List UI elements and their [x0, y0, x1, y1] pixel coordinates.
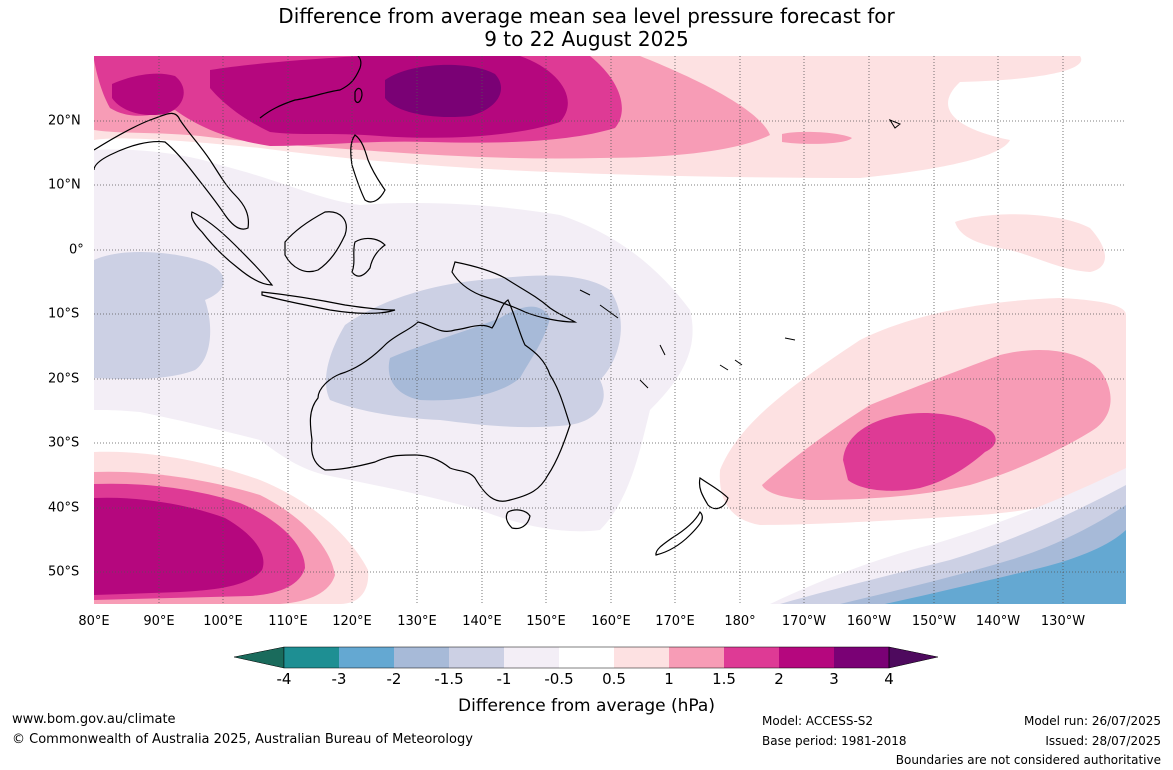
boundaries-disclaimer: Boundaries are not considered authoritat…: [895, 753, 1161, 767]
lon-tick: 180°: [724, 614, 756, 629]
coastline-new-zealand-south: [655, 510, 703, 556]
colorbar-label: 1.5: [712, 670, 736, 688]
colorbar-label: 0.5: [602, 670, 626, 688]
coastline-asia: [94, 56, 362, 230]
coastline-philippines: [350, 134, 386, 203]
lon-tick: 80°E: [78, 614, 110, 629]
lat-tick: 50°S: [48, 564, 80, 580]
lon-tick: 170°W: [781, 614, 827, 629]
lon-tick: 150°W: [911, 614, 957, 629]
anomaly-se-15: [843, 413, 996, 491]
model-run-date: Model run: 26/07/2025: [1023, 714, 1161, 728]
coastline-new-zealand-north: [698, 476, 729, 510]
coastline-taiwan: [354, 87, 363, 104]
lon-tick: 140°E: [462, 614, 502, 629]
coastline-pacific-islands: [579, 118, 901, 389]
colorbar-label: -2: [386, 670, 402, 688]
map-title: Difference from average mean sea level p…: [0, 5, 1173, 51]
lat-tick: 10°S: [48, 306, 80, 322]
anomaly-sw-2: [94, 497, 264, 595]
coastline-java: [261, 291, 396, 314]
website-link[interactable]: www.bom.gov.au/climate: [12, 712, 176, 727]
colorbar-label: 1: [664, 670, 674, 688]
model-name: Model: ACCESS-S2: [762, 714, 874, 728]
title-line-1: Difference from average mean sea level p…: [278, 4, 895, 28]
colorbar-label: -0.5: [544, 670, 574, 688]
coastline-australia: [309, 299, 571, 502]
anomaly-north-4: [385, 64, 502, 118]
anomaly-eq-east: [955, 214, 1105, 272]
anomaly-north-east: [782, 131, 852, 144]
lat-tick: 20°N: [48, 113, 81, 129]
coastline-sulawesi: [351, 237, 386, 277]
base-period: Base period: 1981-2018: [762, 734, 907, 748]
anomaly-aus-1: [94, 251, 224, 380]
anomaly-se-neg-2: [885, 530, 1126, 604]
colorbar-title: Difference from average (hPa): [458, 696, 715, 716]
colorbar-label: 2: [774, 670, 784, 688]
anomaly-aus-15: [388, 306, 550, 401]
colorbar-label: -1.5: [434, 670, 464, 688]
lon-tick: 100°E: [203, 614, 243, 629]
title-line-2: 9 to 22 August 2025: [484, 27, 689, 51]
lon-tick: 170°E: [655, 614, 695, 629]
lat-tick: 0°: [69, 242, 84, 258]
anomaly-north-3b: [112, 73, 184, 116]
colorbar-label: -4: [276, 670, 292, 688]
lon-tick: 160°E: [591, 614, 631, 629]
lat-tick: 20°S: [48, 371, 80, 387]
lon-tick: 140°W: [975, 614, 1021, 629]
lon-tick: 120°E: [332, 614, 372, 629]
colorbar-label: 3: [829, 670, 839, 688]
lon-tick: 150°E: [526, 614, 566, 629]
colorbar-label: -3: [331, 670, 347, 688]
copyright-text: © Commonwealth of Australia 2025, Austra…: [12, 732, 473, 747]
lon-tick: 130°E: [397, 614, 437, 629]
lon-tick: 160°W: [846, 614, 892, 629]
lon-tick: 90°E: [143, 614, 175, 629]
lon-tick: 110°E: [268, 614, 308, 629]
lat-tick: 10°N: [48, 177, 81, 193]
coastline-tasmania: [505, 509, 531, 530]
coastline-new-guinea: [451, 261, 578, 323]
lat-tick: 30°S: [48, 435, 80, 451]
graticule: [94, 56, 1126, 604]
coastline-borneo: [284, 211, 347, 273]
colorbar-label: 4: [884, 670, 894, 688]
colorbar-label: -1: [496, 670, 512, 688]
lat-tick: 40°S: [48, 500, 80, 516]
issued-date: Issued: 28/07/2025: [1045, 734, 1161, 748]
coastline-sumatra: [190, 211, 274, 286]
lon-tick: 130°W: [1040, 614, 1086, 629]
